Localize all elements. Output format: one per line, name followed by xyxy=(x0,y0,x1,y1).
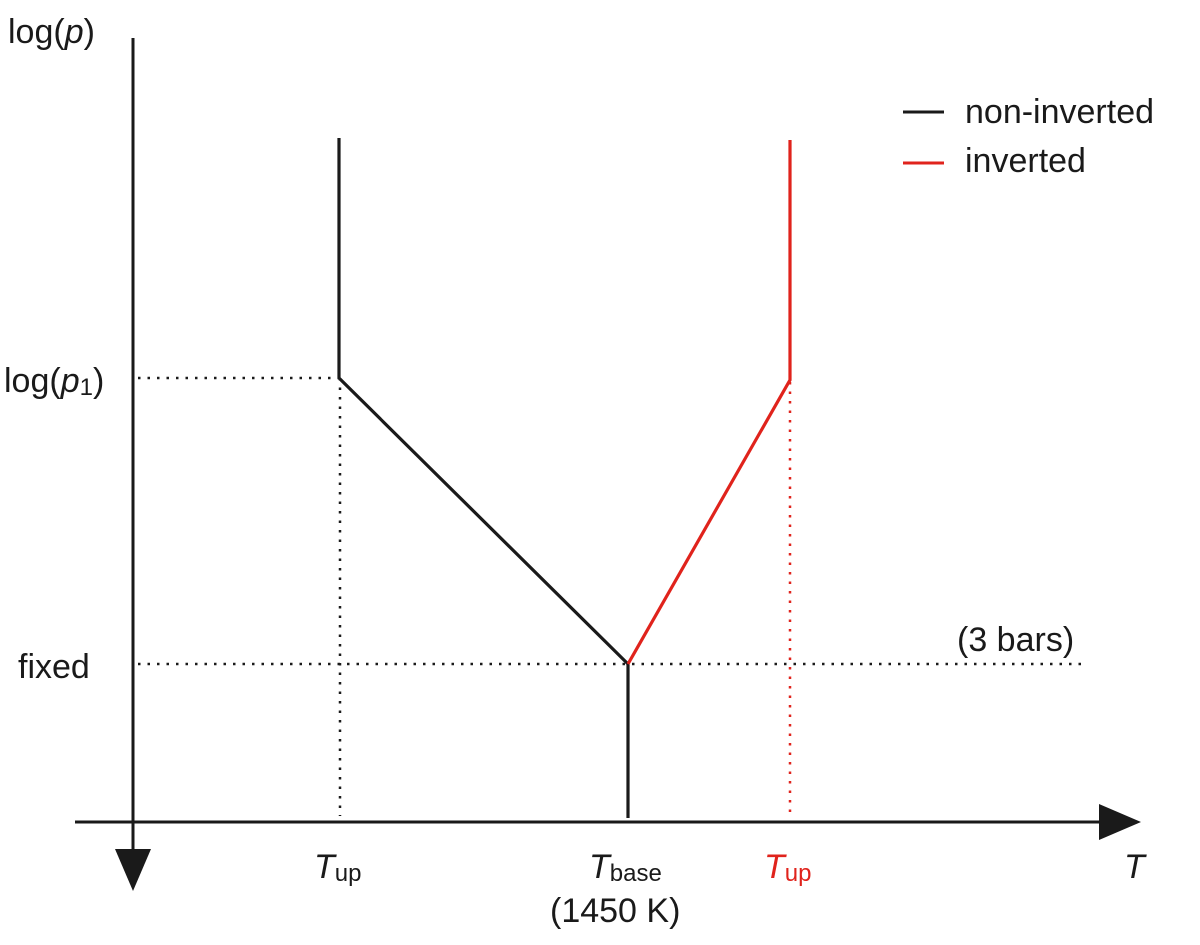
legend-label-non-inverted: non-inverted xyxy=(965,93,1154,131)
x-tick-tup-non-inverted: Tup xyxy=(314,848,361,887)
legend: non-inverted inverted xyxy=(903,93,1154,180)
legend-label-inverted: inverted xyxy=(965,142,1086,180)
x-tick-tup-inverted: Tup xyxy=(764,848,811,887)
y-tick-fixed: fixed xyxy=(18,648,90,686)
x-tick-tbase: Tbase xyxy=(589,848,662,887)
inverted-profile xyxy=(626,140,792,665)
fixed-pressure-annotation: (3 bars) xyxy=(957,621,1074,659)
non-inverted-profile xyxy=(337,138,630,818)
y-tick-p1: log(p1) xyxy=(4,362,104,401)
x-axis-label: T xyxy=(1124,848,1147,886)
x-tick-tbase-note: (1450 K) xyxy=(550,892,680,930)
y-axis-label: log(p) xyxy=(8,13,95,51)
